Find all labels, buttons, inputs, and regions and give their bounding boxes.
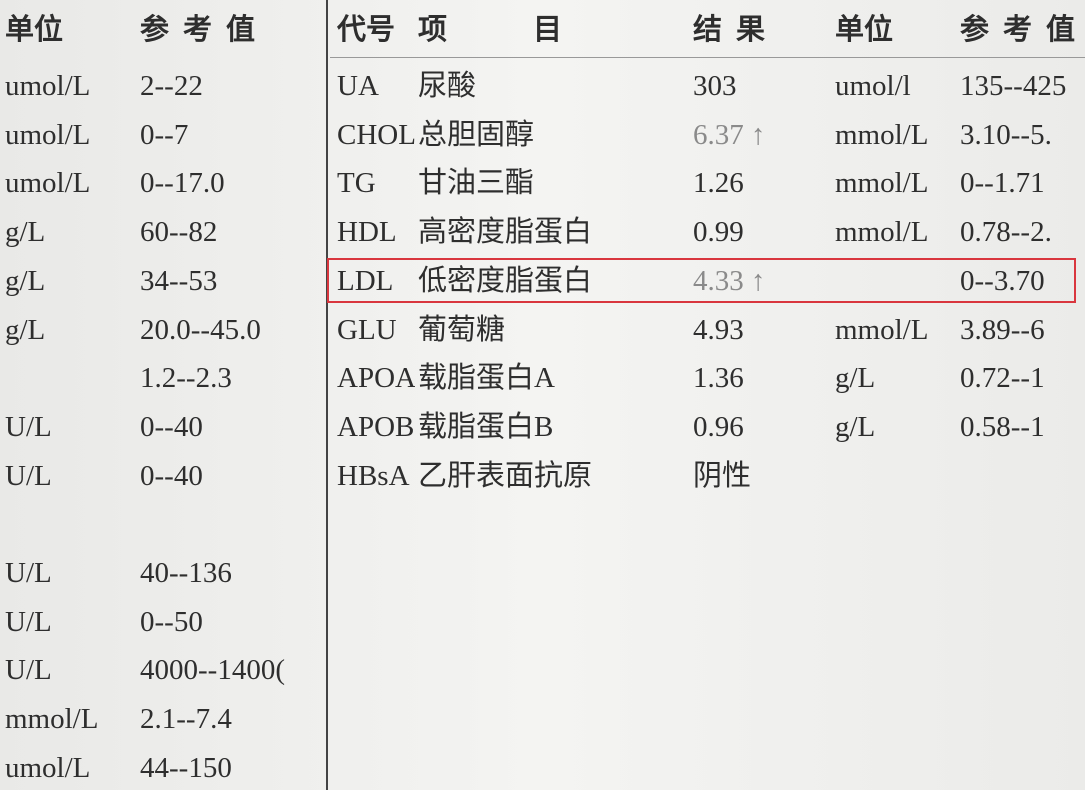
table-cell: mmol/L [5, 703, 99, 736]
table-cell: umol/L [5, 118, 91, 151]
table-cell: umol/L [5, 751, 91, 784]
header-cell: 单位 [5, 14, 64, 46]
table-cell: U/L [5, 654, 52, 687]
table-cell: HBsA [337, 459, 410, 492]
table-cell: LDL [337, 264, 394, 297]
header-cell: 结果 [693, 14, 780, 46]
table-cell: 高密度脂蛋白 [418, 216, 593, 249]
table-cell: 6.37 ↑ [693, 118, 766, 151]
table-cell: 0.96 [693, 410, 744, 443]
table-cell: 0.58--1 [960, 410, 1045, 443]
table-cell: 2.1--7.4 [140, 703, 232, 736]
table-cell: g/L [835, 410, 876, 443]
table-cell: 40--136 [140, 557, 232, 589]
table-cell: g/L [5, 313, 46, 346]
table-cell: 2--22 [140, 70, 203, 102]
table-cell: 0--40 [140, 459, 203, 492]
table-cell: 0--40 [140, 410, 203, 443]
table-cell: g/L [5, 216, 46, 249]
header-cell: 参考值 [960, 14, 1085, 46]
table-cell: TG [337, 167, 376, 200]
table-cell: GLU [337, 313, 397, 346]
table-cell: 1.2--2.3 [140, 362, 232, 395]
table-cell: HDL [337, 216, 397, 249]
table-cell: U/L [5, 459, 52, 492]
table-cell: 0.99 [693, 216, 744, 249]
highlight-box [327, 258, 1076, 303]
table-cell: mmol/L [835, 216, 929, 249]
table-cell: 尿酸 [418, 70, 477, 102]
table-cell: 34--53 [140, 264, 218, 297]
table-cell: 60--82 [140, 216, 218, 249]
table-cell: umol/L [5, 70, 91, 102]
table-cell: 4.33 ↑ [693, 264, 766, 297]
table-cell: 44--150 [140, 751, 232, 784]
table-cell: 甘油三酯 [418, 167, 535, 200]
table-cell: 135--425 [960, 70, 1067, 102]
table-cell: 3.10--5. [960, 118, 1052, 151]
table-cell: 0--50 [140, 605, 203, 638]
table-cell: 0--7 [140, 118, 189, 151]
table-cell: 载脂蛋白A [418, 362, 555, 395]
table-cell: 303 [693, 70, 737, 102]
table-cell: 0.78--2. [960, 216, 1052, 249]
table-cell: mmol/L [835, 167, 929, 200]
table-cell: 1.36 [693, 362, 744, 395]
header-cell: 单位 [835, 14, 894, 46]
table-cell: 0--3.70 [960, 264, 1045, 297]
table-cell: U/L [5, 557, 52, 589]
table-cell: umol/L [5, 167, 91, 200]
table-cell: APOA [337, 362, 415, 395]
table-cell: 4000--1400( [140, 654, 285, 687]
table-cell: UA [337, 70, 379, 102]
header-cell: 参考值 [140, 14, 270, 46]
table-cell: 总胆固醇 [418, 118, 535, 151]
table-cell: 葡萄糖 [418, 313, 506, 346]
table-cell: mmol/L [835, 118, 929, 151]
table-cell: 低密度脂蛋白 [418, 264, 593, 297]
table-cell: 0.72--1 [960, 362, 1045, 395]
column-divider [326, 0, 328, 790]
table-cell: CHOL [337, 118, 415, 151]
table-cell: g/L [5, 264, 46, 297]
table-cell: mmol/L [835, 313, 929, 346]
table-cell: 4.93 [693, 313, 744, 346]
table-cell: U/L [5, 410, 52, 443]
header-rule [330, 57, 1085, 58]
table-cell: 20.0--45.0 [140, 313, 261, 346]
table-cell: U/L [5, 605, 52, 638]
table-cell: 0--17.0 [140, 167, 225, 200]
table-cell: 0--1.71 [960, 167, 1045, 200]
table-cell: APOB [337, 410, 415, 443]
table-cell: 3.89--6 [960, 313, 1045, 346]
table-cell: 1.26 [693, 167, 744, 200]
table-cell: 乙肝表面抗原 [418, 459, 593, 492]
header-cell: 项目 [418, 14, 649, 46]
table-cell: g/L [835, 362, 876, 395]
table-cell: 阴性 [693, 459, 752, 492]
table-cell: 载脂蛋白B [418, 410, 554, 443]
table-cell: umol/l [835, 70, 911, 102]
header-cell: 代号 [337, 14, 396, 46]
